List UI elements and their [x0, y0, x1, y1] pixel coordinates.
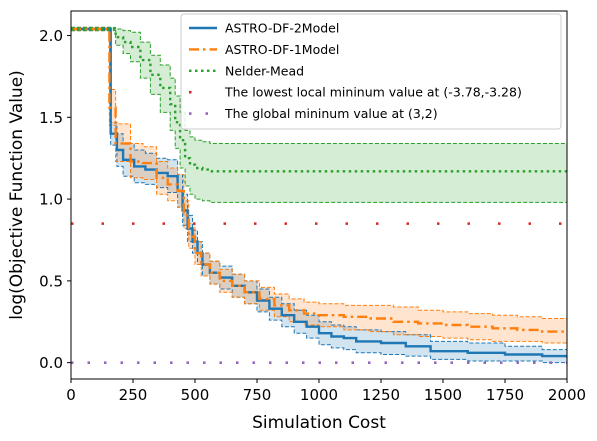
legend-label: Nelder-Mead: [225, 63, 304, 78]
x-tick-label: 1000: [300, 386, 338, 404]
band-lower-edge-1: [71, 30, 567, 344]
x-tick-label: 500: [181, 386, 210, 404]
y-tick-label: 0.5: [39, 272, 63, 290]
reference-lines: [71, 222, 567, 364]
y-tick-label: 1.5: [39, 109, 63, 127]
x-tick-label: 250: [119, 386, 148, 404]
band-upper-edge-1: [71, 26, 567, 319]
legend: ASTRO-DF-2Model ASTRO-DF-1Model Nelder-Mea…: [180, 13, 562, 130]
series-line-1: [71, 27, 567, 333]
x-tick-label: 2000: [548, 386, 586, 404]
legend-label: The lowest local mininum value at (-3.78…: [224, 85, 522, 100]
x-axis-label: Simulation Cost: [252, 413, 386, 433]
y-tick-label: 0.0: [39, 354, 63, 372]
x-tick-label: 1750: [486, 386, 524, 404]
x-tick-label: 0: [66, 386, 76, 404]
band-upper-edge-2: [71, 26, 567, 144]
y-tick-label: 1.0: [39, 191, 63, 209]
band-2: [71, 27, 567, 203]
x-tick-label: 750: [243, 386, 272, 404]
y-tick-label: 2.0: [39, 27, 63, 45]
legend-label: ASTRO-DF-1Model: [225, 42, 339, 57]
y-axis-ticks: 0.0 0.5 1.0 1.5 2.0: [39, 27, 71, 372]
x-tick-label: 1500: [424, 386, 462, 404]
legend-box: [180, 13, 562, 130]
band-lower-edge-2: [71, 30, 567, 203]
series-line-2: [71, 27, 567, 173]
x-tick-label: 1250: [362, 386, 400, 404]
legend-label: ASTRO-DF-2Model: [225, 21, 339, 36]
x-axis-ticks: 0 250 500 750 1000 1250 1500 1750 2000: [66, 379, 586, 404]
series-lines: [71, 27, 567, 358]
legend-label: The global mininum value at (3,2): [224, 106, 438, 121]
y-axis-label: log(Objective Function Value): [7, 70, 27, 320]
band-edges: [71, 26, 567, 364]
